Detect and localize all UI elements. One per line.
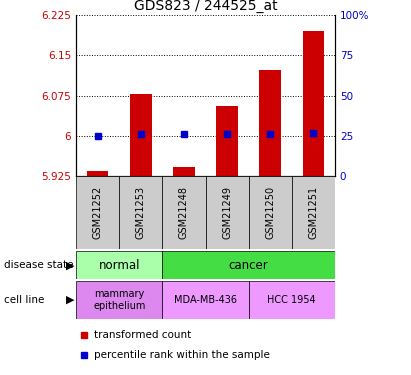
Text: percentile rank within the sample: percentile rank within the sample <box>94 350 270 360</box>
Bar <box>259 70 281 176</box>
Text: GSM21251: GSM21251 <box>308 186 319 239</box>
Text: GSM21250: GSM21250 <box>265 186 275 239</box>
Text: GSM21253: GSM21253 <box>136 186 146 239</box>
Bar <box>249 176 292 249</box>
Bar <box>76 251 162 279</box>
Text: mammary
epithelium: mammary epithelium <box>93 289 145 311</box>
Bar <box>162 281 249 319</box>
Text: disease state: disease state <box>4 260 74 270</box>
Bar <box>76 281 162 319</box>
Bar <box>292 176 335 249</box>
Text: ▶: ▶ <box>67 295 75 305</box>
Bar <box>162 176 206 249</box>
Text: HCC 1954: HCC 1954 <box>268 295 316 305</box>
Text: MDA-MB-436: MDA-MB-436 <box>174 295 237 305</box>
Text: GSM21249: GSM21249 <box>222 186 232 239</box>
Bar <box>249 281 335 319</box>
Bar <box>130 94 152 176</box>
Bar <box>302 31 324 176</box>
Text: GSM21248: GSM21248 <box>179 186 189 239</box>
Title: GDS823 / 244525_at: GDS823 / 244525_at <box>134 0 277 13</box>
Bar <box>216 106 238 176</box>
Bar <box>206 176 249 249</box>
Bar <box>87 171 109 176</box>
Text: normal: normal <box>99 259 140 272</box>
Bar <box>76 176 119 249</box>
Bar <box>173 167 195 176</box>
Text: cancer: cancer <box>229 259 268 272</box>
Text: GSM21252: GSM21252 <box>92 186 103 240</box>
Text: ▶: ▶ <box>67 260 75 270</box>
Text: cell line: cell line <box>4 295 44 305</box>
Bar <box>162 251 335 279</box>
Text: transformed count: transformed count <box>94 330 192 340</box>
Bar <box>119 176 162 249</box>
